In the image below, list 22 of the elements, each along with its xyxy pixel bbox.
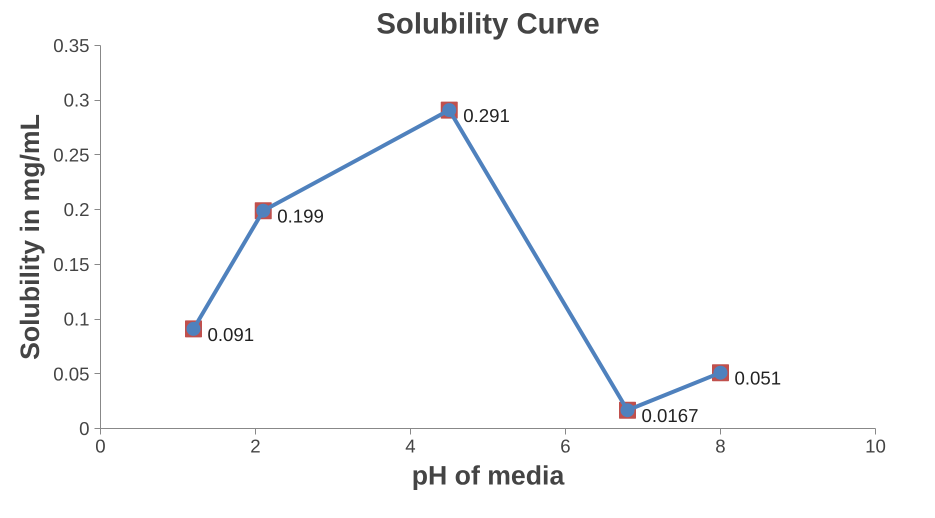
y-tick-label: 0.15 bbox=[53, 254, 90, 275]
y-tick-label: 0 bbox=[79, 418, 90, 439]
y-tick-label: 0.1 bbox=[64, 308, 90, 330]
y-tick-label: 0.05 bbox=[53, 363, 90, 384]
chart-title: Solubility Curve bbox=[376, 8, 600, 40]
x-tick-label: 0 bbox=[95, 436, 106, 456]
y-tick-label: 0.25 bbox=[53, 144, 90, 166]
data-label: 0.091 bbox=[208, 324, 254, 345]
data-label: 0.0167 bbox=[642, 405, 699, 426]
y-tick-label: 0.3 bbox=[64, 90, 90, 111]
y-tick-label: 0.35 bbox=[53, 35, 90, 56]
data-label: 0.199 bbox=[277, 206, 324, 227]
x-tick-label: 8 bbox=[715, 436, 726, 456]
x-tick-label: 6 bbox=[560, 436, 571, 456]
x-tick-label: 10 bbox=[865, 436, 886, 456]
x-axis-title: pH of media bbox=[412, 460, 564, 490]
data-label: 0.291 bbox=[463, 105, 510, 126]
y-tick-label: 0.2 bbox=[64, 199, 90, 220]
data-label: 0.051 bbox=[734, 368, 782, 389]
y-axis-title: Solubility in mg/mL bbox=[15, 114, 46, 360]
x-tick-label: 2 bbox=[250, 436, 261, 456]
x-tick-label: 4 bbox=[405, 436, 416, 456]
